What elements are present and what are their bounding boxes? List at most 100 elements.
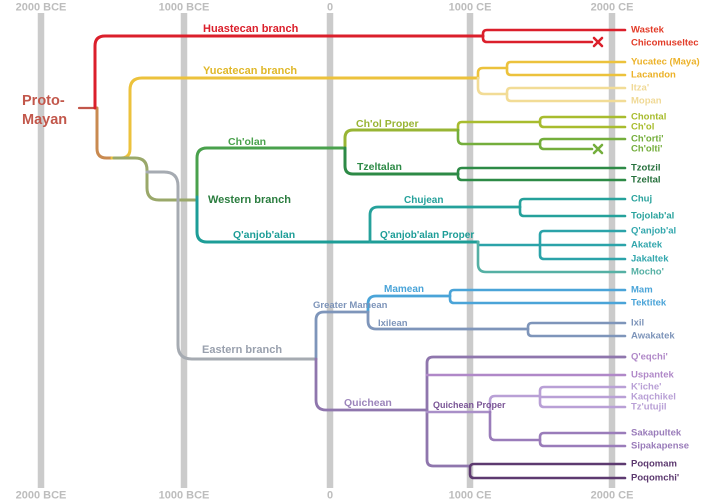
label-tzeltalan: Tzeltalan (357, 161, 402, 173)
leaf-kaqchikel: Kaqchikel (631, 392, 676, 403)
timeline-label-bottom-1000-ce: 1000 CE (449, 490, 492, 502)
edge-quichean (314, 357, 429, 412)
edge-mam-tektitek-fork (448, 288, 627, 305)
timeline-bar-1000-bce (180, 13, 188, 488)
timeline-label-bottom-1000-bce: 1000 BCE (159, 490, 210, 502)
leaf-mam: Mam (631, 285, 653, 296)
timeline-label-top-2000-bce: 2000 BCE (16, 2, 67, 14)
edge-mamean (366, 294, 452, 314)
leaf-uspantek: Uspantek (631, 370, 674, 381)
edge-qanjobalan-proper-feed (476, 240, 542, 247)
extinct-mark-cholti (592, 143, 604, 155)
label-qanjobalan-proper: Q'anjob'alan Proper (380, 230, 474, 241)
timeline-bar-1000-ce (466, 13, 474, 488)
timeline-bar-2000-ce (608, 13, 616, 488)
leaf-poqomchi: Poqomchi' (631, 473, 679, 484)
edge-cholproper-down (456, 128, 542, 146)
timeline-label-bottom-2000-bce: 2000 BCE (16, 490, 67, 502)
edge-yucatecan-down (476, 76, 509, 96)
root-label-proto-mayan-line1: Proto- (22, 93, 65, 109)
leaf-qanjobal: Q'anjob'al (631, 226, 676, 237)
edge-yucatecan-up (476, 66, 509, 80)
leaf-chorti: Ch'orti' (631, 134, 664, 145)
label-mamean: Mamean (384, 284, 424, 295)
timeline-label-top-2000-ce: 2000 CE (591, 2, 634, 14)
edge-poqom-fork (468, 462, 627, 480)
edge-itza-mopan-fork (505, 86, 627, 103)
edge-tzotzil-tzeltal-fork (456, 166, 627, 182)
label-quichean-proper: Quichean Proper (433, 400, 506, 410)
label-cholan: Ch'olan (228, 136, 266, 148)
edge-cholproper (343, 128, 460, 150)
leaf-sipakapense: Sipakapense (631, 441, 689, 452)
edge-trunk-tan (95, 106, 118, 160)
label-chujean: Chujean (404, 195, 443, 206)
edge-trunk-silver (145, 170, 318, 361)
label-western-branch: Western branch (208, 194, 291, 206)
edge-mocho (476, 240, 627, 274)
leaf-akatek: Akatek (631, 240, 663, 251)
timeline-label-bottom-year-0: 0 (327, 490, 333, 502)
edge-trunk-olive (112, 156, 197, 202)
label-ixilean: Ixilean (378, 318, 408, 329)
edge-ixil-awakatek-fork (526, 321, 627, 338)
edge-quichean-proper-up (488, 394, 542, 414)
leaf-sakapultek: Sakapultek (631, 428, 682, 439)
timeline-bar-year-0 (326, 13, 334, 488)
leaf-awakatek: Awakatek (631, 331, 675, 342)
leaf-tzutujil: Tz'utujil (631, 402, 667, 413)
leaf-yucatec-maya: Yucatec (Maya) (631, 57, 700, 68)
label-greater-mamean: Greater Mamean (313, 300, 388, 311)
leaf-jakaltek: Jakaltek (631, 254, 669, 265)
edge-huastecan-fork (481, 28, 627, 44)
edge-chuj-tojolabal-fork (518, 197, 627, 218)
leaf-wastek: Wastek (631, 25, 665, 36)
leaf-chol: Ch'ol (631, 122, 654, 133)
label-quichean: Quichean (344, 397, 392, 409)
leaf-tzotzil: Tzotzil (631, 163, 661, 174)
label-qanjobalan: Q'anjob'alan (233, 229, 295, 241)
timeline-bar-2000-bce (37, 13, 45, 488)
leaf-ixil: Ixil (631, 318, 644, 329)
leaf-cholti: Ch'olti' (631, 144, 662, 155)
label-yucatecan-branch: Yucatecan branch (203, 65, 297, 77)
edge-huastecan (93, 34, 485, 110)
leaf-tzeltal: Tzeltal (631, 175, 661, 186)
timeline-label-bottom-2000-ce: 2000 CE (591, 490, 634, 502)
label-eastern-branch: Eastern branch (202, 344, 282, 356)
leaf-chicomuseltec: Chicomuseltec (631, 38, 699, 49)
extinct-mark-chicomuseltec (592, 36, 604, 48)
leaf-lacandon: Lacandon (631, 70, 676, 81)
edge-chujean (368, 205, 522, 244)
edge-sakapultek-fork (538, 431, 627, 448)
edge-cholan (195, 146, 347, 205)
timeline-label-top-1000-ce: 1000 CE (449, 2, 492, 14)
label-huastecan-branch: Huastecan branch (203, 23, 299, 35)
edge-qanjobalan (195, 195, 480, 244)
edge-yucatecan (110, 76, 480, 160)
edge-greater-mamean (314, 310, 370, 361)
edge-quichean-proper-down (488, 410, 542, 442)
edge-tzeltalan (343, 146, 460, 176)
label-chol-proper: Ch'ol Proper (356, 118, 419, 130)
leaf-chontal: Chontal (631, 112, 666, 123)
edge-yucatec-lacandon-fork (505, 60, 627, 77)
leaf-itza: Itza' (631, 83, 649, 94)
edge-chontal-chol-fork (538, 115, 627, 129)
leaf-mopan: Mopan (631, 96, 662, 107)
leaf-tektitek: Tektitek (631, 298, 667, 309)
leaf-poqomam: Poqomam (631, 459, 677, 470)
leaf-mocho: Mocho' (631, 267, 664, 278)
root-label-proto-mayan-line2: Mayan (22, 112, 67, 128)
leaf-kiche: K'iche' (631, 382, 661, 393)
edge-cholproper-up (456, 120, 542, 132)
edge-ixilean (366, 310, 530, 331)
leaf-tojolabal: Tojolab'al (631, 211, 674, 222)
timeline-label-top-1000-bce: 1000 BCE (159, 2, 210, 14)
leaf-qeqchi: Q'eqchi' (631, 352, 668, 363)
timeline-label-top-year-0: 0 (327, 2, 333, 14)
leaf-chuj: Chuj (631, 194, 652, 205)
edge-chorti-cholti-fork (538, 137, 627, 151)
